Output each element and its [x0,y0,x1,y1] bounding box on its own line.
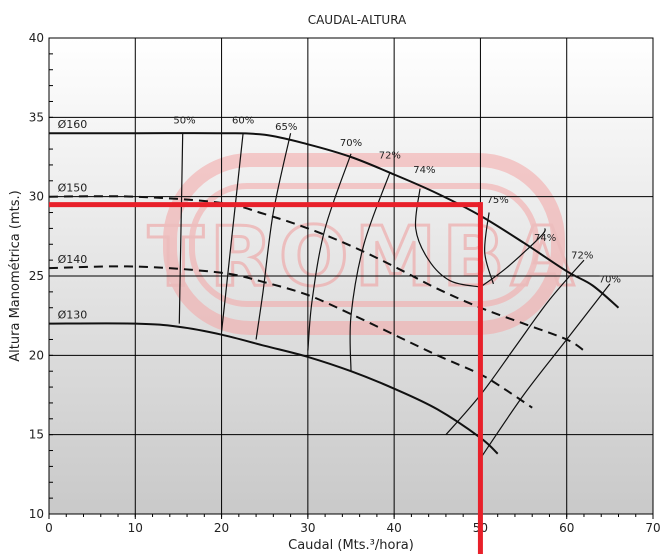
series-line [48,265,533,409]
y-tick-label: 30 [29,190,44,204]
series-label: Ø160 [58,118,88,131]
head-curves [48,132,620,455]
x-axis-label: Caudal (Mts.³/hora) [288,538,414,553]
y-axis: 10 15 20 25 30 35 40 [29,31,53,521]
efficiency-line [178,133,184,324]
y-tick-label: 15 [29,428,44,442]
efficiency-line [255,133,292,340]
series-label: Ø130 [58,309,88,322]
efficiency-line [480,228,546,288]
efficiency-label: 72% [379,151,401,162]
series-label: Ø140 [58,253,88,266]
efficiency-label: 60% [232,116,254,127]
x-tick-label: 60 [559,521,574,535]
chart-title: CAUDAL-ALTURA [308,13,407,27]
efficiency-label: 65% [275,122,297,133]
series-line [49,132,620,309]
efficiency-line [484,212,494,285]
efficiency-label: 50% [173,116,195,127]
series-line [48,195,585,352]
series-label: Ø150 [58,182,88,195]
efficiency-line [414,188,481,288]
y-tick-label: 35 [29,110,44,124]
series-labels: Ø160 Ø150 Ø140 Ø130 [58,118,88,321]
x-tick-label: 40 [387,521,402,535]
series-line [48,322,499,455]
x-tick-label: 10 [128,521,143,535]
efficiency-label: 72% [571,251,593,262]
x-tick-label: 0 [45,521,53,535]
efficiency-line [221,133,244,332]
efficiency-line [307,153,352,351]
efficiency-labels: 50% 60% 65% 70% 72% 74% 75% 74% 72% 70% [173,116,621,286]
efficiency-line [445,259,585,436]
efficiency-label: 70% [599,274,621,285]
y-tick-label: 10 [29,507,44,521]
watermark-frame [163,153,565,335]
y-tick-label: 25 [29,269,44,283]
x-tick-label: 70 [645,521,660,535]
y-tick-label: 20 [29,348,44,362]
efficiency-label: 74% [413,165,435,176]
efficiency-label: 75% [487,195,509,206]
y-tick-label: 40 [29,31,44,45]
y-axis-label: Altura Manométrica (mts.) [8,190,23,361]
efficiency-label: 74% [534,233,556,244]
x-tick-label: 20 [214,521,229,535]
x-tick-label: 30 [300,521,315,535]
operating-point [49,202,483,554]
x-axis: 010203040506070 [45,514,661,535]
efficiency-label: 70% [340,138,362,149]
watermark-inner-frame [189,183,539,307]
efficiency-line [479,283,611,459]
watermark-text: TROMBA [148,210,580,305]
